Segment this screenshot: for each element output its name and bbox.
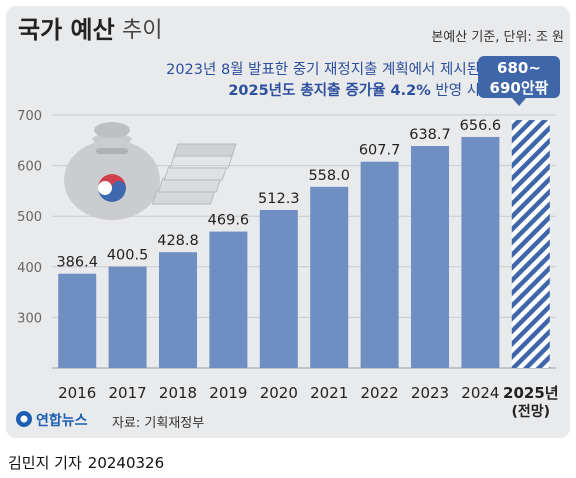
x-tick-label: 2017 [109, 384, 147, 402]
x-tick-label: 2024 [461, 384, 499, 402]
x-tick-label: 2020 [260, 384, 298, 402]
callout-pointer [512, 98, 526, 106]
x-tick-label: 2022 [361, 384, 399, 402]
x-tick-label: 2019 [209, 384, 247, 402]
annotation-line-1: 2023년 8월 발표한 중기 재정지출 계획에서 제시된 [166, 62, 480, 78]
money-bag-icon [64, 122, 160, 220]
bar [259, 209, 298, 368]
data-label: 558.0 [308, 168, 350, 184]
projection-callout: 680~ 690안팎 [478, 56, 560, 106]
svg-text:연합뉴스: 연합뉴스 [36, 412, 88, 429]
bar [310, 186, 349, 368]
data-label: 638.7 [409, 127, 451, 143]
x-tick-label: 2025년 [503, 384, 559, 402]
bar-chart: 300 400 500 600 700 386.4 2016 400.5 2017 428.8 2… [17, 109, 559, 420]
y-tick-label: 700 [17, 109, 42, 124]
annotation-line-2: 2025년도 총지출 증가율 4.2% 반영 시 [166, 81, 480, 102]
bar [159, 252, 197, 368]
publish-date: 20240326 [87, 454, 165, 472]
annotation-suffix: 반영 시 [430, 83, 480, 99]
callout-line-2: 690안팎 [489, 79, 549, 97]
chart-title-suffix: 추이 [122, 18, 163, 43]
x-tick-label: 2016 [58, 384, 96, 402]
x-tick-label: 2018 [159, 384, 197, 402]
y-tick-label: 600 [17, 160, 42, 175]
projection-annotation: 2023년 8월 발표한 중기 재정지출 계획에서 제시된 2025년도 총지출… [166, 60, 480, 102]
x-tick-label: 2021 [310, 384, 348, 402]
cash-stack-icon [151, 143, 237, 205]
bar [58, 273, 97, 368]
data-label: 400.5 [107, 248, 149, 264]
y-tick-label: 400 [17, 261, 42, 276]
x-tick-label: 2023 [411, 384, 449, 402]
y-tick-label: 500 [17, 210, 42, 225]
data-label: 512.3 [258, 191, 300, 207]
yonhap-logo: 연합뉴스 [16, 411, 88, 429]
reporter-name: 김민지 기자 [8, 454, 82, 472]
chart-title: 국가 예산 [18, 16, 115, 44]
bar [360, 161, 399, 368]
bar [209, 231, 248, 368]
data-label: 386.4 [56, 255, 98, 271]
bar [411, 146, 449, 368]
bar [108, 266, 147, 368]
byline: 김민지 기자 20240326 [8, 452, 164, 473]
callout-line-1: 680~ [497, 59, 541, 77]
projection-bar [511, 120, 550, 368]
bar [461, 136, 500, 368]
data-label: 656.6 [460, 118, 502, 134]
data-label: 607.7 [359, 143, 401, 159]
unit-note: 본예산 기준, 단위: 조 원 [431, 30, 564, 45]
x-tick-sublabel: (전망) [512, 403, 551, 420]
data-label: 428.8 [157, 233, 199, 249]
y-tick-label: 300 [17, 311, 42, 326]
data-source: 자료: 기획재정부 [112, 416, 205, 431]
data-label: 469.6 [208, 213, 250, 229]
annotation-highlight: 2025년도 총지출 증가율 4.2% [228, 83, 431, 99]
